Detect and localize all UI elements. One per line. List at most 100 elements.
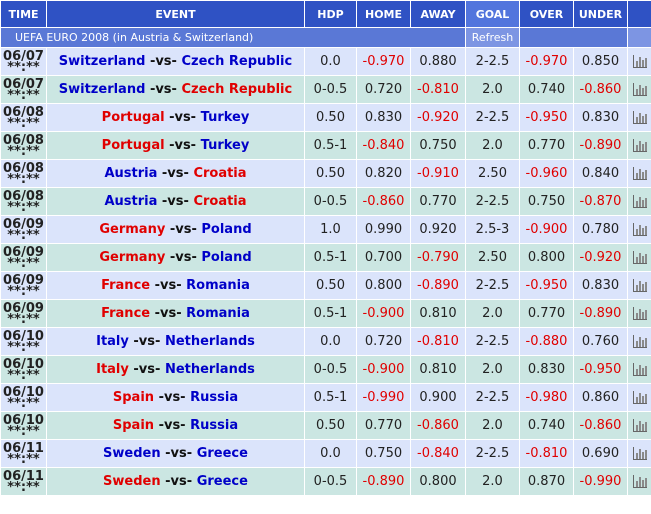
hdp-cell: 0-0.5 (304, 467, 357, 496)
over-cell: -0.950 (519, 271, 574, 300)
match-clock: **:** (7, 367, 40, 383)
under-cell: -0.950 (573, 355, 628, 384)
chart-icon-cell (627, 355, 651, 384)
away-cell: 0.810 (410, 299, 466, 328)
away-team: Czech Republic (181, 54, 293, 69)
match-row: 06/08 **:** Austria -vs- Croatia 0.50 0.820-… (0, 159, 651, 188)
time-cell: 06/08 **:** (0, 131, 47, 160)
match-clock: **:** (7, 199, 40, 215)
away-team: Russia (190, 418, 239, 433)
over-cell: -0.970 (519, 47, 574, 76)
goal-cell: 2-2.5 (465, 383, 520, 412)
header-away: AWAY (410, 0, 466, 28)
home-cell: 0.990 (356, 215, 411, 244)
over-cell: 0.750 (519, 187, 574, 216)
away-team: Netherlands (164, 362, 255, 377)
home-cell: -0.990 (356, 383, 411, 412)
under-cell: 0.860 (573, 383, 628, 412)
vs-label: -vs- (169, 250, 197, 265)
hdp-cell: 0-0.5 (304, 355, 357, 384)
chart-icon[interactable] (632, 391, 647, 404)
chart-icon[interactable] (632, 279, 647, 292)
match-row: 06/11 **:** Sweden -vs- Greece 0.0 0.750 -0.8… (0, 439, 651, 468)
goal-cell: 2.0 (465, 299, 520, 328)
match-row: 06/08 **:** Austria -vs- Croatia 0-0.5 -0.86… (0, 187, 651, 216)
chart-icon[interactable] (632, 363, 647, 376)
match-clock: **:** (7, 479, 40, 495)
under-cell: 0.760 (573, 327, 628, 356)
hdp-cell: 0.5-1 (304, 243, 357, 272)
chart-icon[interactable] (632, 475, 647, 488)
chart-icon[interactable] (632, 167, 647, 180)
match-date: 06/07 (3, 48, 44, 64)
away-team: Romania (186, 278, 250, 293)
time-cell: 06/07 **:** (0, 75, 47, 104)
home-team: Germany (99, 222, 166, 237)
vs-label: -vs- (154, 306, 182, 321)
chart-icon[interactable] (632, 111, 647, 124)
match-row: 06/09 **:** France -vs- Romania 0.5-1 -0.900… (0, 299, 651, 328)
chart-icon[interactable] (632, 55, 647, 68)
goal-cell: 2.50 (465, 159, 520, 188)
over-cell: 0.770 (519, 131, 574, 160)
away-team: Greece (196, 474, 248, 489)
header-goal: GOAL (465, 0, 520, 28)
chart-icon-cell (627, 159, 651, 188)
vs-label: -vs- (161, 194, 189, 209)
event-cell: Italy -vs- Netherlands (46, 355, 305, 384)
chart-icon[interactable] (632, 307, 647, 320)
home-cell: -0.900 (356, 299, 411, 328)
goal-cell: 2.50 (465, 243, 520, 272)
vs-label: -vs- (154, 278, 182, 293)
hdp-cell: 0.50 (304, 271, 357, 300)
match-date: 06/10 (3, 328, 44, 344)
goal-cell: 2-2.5 (465, 271, 520, 300)
away-cell: -0.860 (410, 411, 466, 440)
chart-icon[interactable] (632, 83, 647, 96)
chart-icon-cell (627, 131, 651, 160)
match-clock: **:** (7, 255, 40, 271)
home-cell: -0.970 (356, 47, 411, 76)
event-cell: Switzerland -vs- Czech Republic (46, 47, 305, 76)
away-cell: -0.910 (410, 159, 466, 188)
vs-label: -vs- (169, 138, 197, 153)
under-cell: -0.870 (573, 187, 628, 216)
chart-icon[interactable] (632, 419, 647, 432)
hdp-cell: 0.0 (304, 439, 357, 468)
chart-icon[interactable] (632, 223, 647, 236)
match-row: 06/08 **:** Portugal -vs- Turkey 0.5-1 -0.84… (0, 131, 651, 160)
chart-icon[interactable] (632, 251, 647, 264)
away-team: Romania (186, 306, 250, 321)
home-team: Portugal (101, 138, 165, 153)
over-cell: -0.950 (519, 103, 574, 132)
goal-cell: 2.0 (465, 467, 520, 496)
home-cell: 0.830 (356, 103, 411, 132)
match-row: 06/08 **:** Portugal -vs- Turkey 0.50 0.830-… (0, 103, 651, 132)
match-date: 06/08 (3, 160, 44, 176)
home-team: Austria (104, 166, 158, 181)
home-cell: 0.720 (356, 75, 411, 104)
chart-icon[interactable] (632, 139, 647, 152)
event-cell: Spain -vs- Russia (46, 411, 305, 440)
league-row: UEFA EURO 2008 (in Austria & Switzerland… (0, 27, 651, 48)
away-cell: -0.920 (410, 103, 466, 132)
match-date: 06/09 (3, 272, 44, 288)
under-cell: 0.850 (573, 47, 628, 76)
away-team: Croatia (193, 166, 247, 181)
refresh-button[interactable]: Refresh (465, 27, 520, 48)
chart-icon-cell (627, 215, 651, 244)
chart-icon[interactable] (632, 195, 647, 208)
hdp-cell: 0-0.5 (304, 187, 357, 216)
chart-icon-cell (627, 299, 651, 328)
match-row: 06/07 **:** Switzerland -vs- Czech Republi… (0, 75, 651, 104)
event-cell: France -vs- Romania (46, 299, 305, 328)
chart-icon[interactable] (632, 335, 647, 348)
away-team: Croatia (193, 194, 247, 209)
vs-label: -vs- (158, 418, 186, 433)
vs-label: -vs- (165, 446, 193, 461)
vs-label: -vs- (169, 222, 197, 237)
chart-icon[interactable] (632, 447, 647, 460)
home-cell: -0.890 (356, 467, 411, 496)
over-cell: -0.900 (519, 215, 574, 244)
